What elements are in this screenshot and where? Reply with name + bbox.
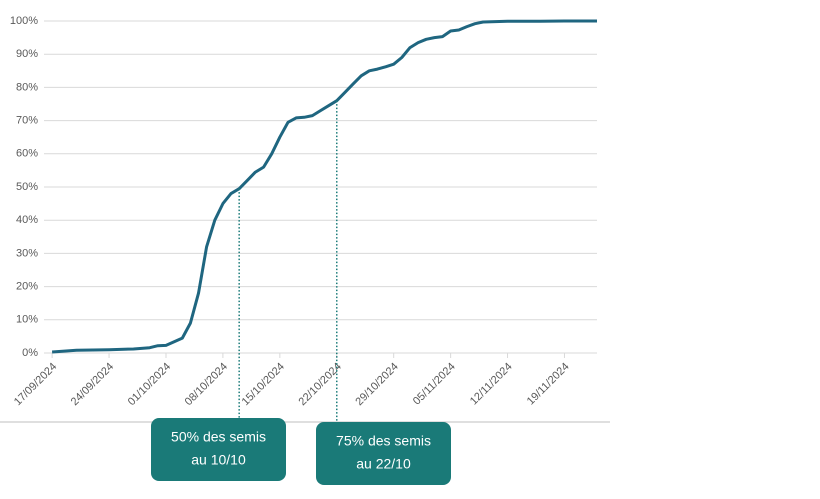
x-tick-label: 17/09/2024 — [12, 361, 59, 408]
annotation-text: au 10/10 — [191, 452, 246, 468]
y-tick-label: 80% — [16, 81, 38, 93]
y-tick-label: 0% — [22, 347, 38, 359]
annotation-text: 75% des semis — [336, 433, 431, 449]
y-tick-label: 60% — [16, 148, 38, 160]
x-tick-label: 12/11/2024 — [468, 361, 515, 408]
y-tick-label: 20% — [16, 281, 38, 293]
data-line — [51, 19, 597, 354]
annotation-box — [316, 422, 451, 485]
x-tick-label: 05/11/2024 — [411, 361, 458, 408]
y-tick-label: 30% — [16, 247, 38, 259]
y-tick-label: 50% — [16, 181, 38, 193]
annotation-box — [151, 418, 286, 481]
y-tick-label: 100% — [10, 15, 38, 27]
x-tick-label: 29/10/2024 — [353, 361, 400, 408]
x-tick-label: 08/10/2024 — [183, 361, 230, 408]
y-tick-label: 40% — [16, 214, 38, 226]
x-tick-label: 24/09/2024 — [69, 361, 116, 408]
y-tick-label: 10% — [16, 314, 38, 326]
annotation-text: 50% des semis — [171, 429, 266, 445]
annotation-text: au 22/10 — [356, 456, 411, 472]
x-tick-label: 01/10/2024 — [126, 361, 173, 408]
x-tick-label: 15/10/2024 — [240, 361, 287, 408]
x-tick-label: 19/11/2024 — [525, 361, 572, 408]
y-tick-label: 70% — [16, 115, 38, 127]
y-tick-label: 90% — [16, 48, 38, 60]
